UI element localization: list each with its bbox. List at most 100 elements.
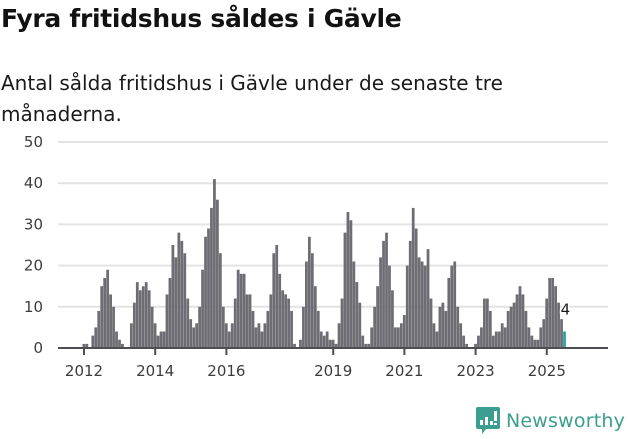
bar bbox=[355, 282, 359, 348]
bar bbox=[302, 306, 305, 348]
bar bbox=[174, 257, 178, 348]
bar bbox=[278, 273, 282, 348]
bar bbox=[352, 261, 356, 348]
bar bbox=[165, 294, 169, 348]
bar bbox=[305, 261, 308, 348]
bar bbox=[435, 331, 439, 348]
bar bbox=[307, 236, 311, 348]
bar bbox=[94, 327, 98, 348]
bar bbox=[557, 302, 560, 348]
bar bbox=[527, 327, 531, 348]
bar bbox=[518, 286, 522, 348]
bar bbox=[488, 310, 492, 348]
bar bbox=[319, 331, 323, 348]
bar bbox=[370, 327, 374, 348]
bar bbox=[485, 298, 489, 348]
bar bbox=[147, 290, 151, 348]
bar bbox=[515, 294, 519, 348]
gridlines bbox=[58, 141, 608, 308]
bar-chart: 0 10 20 30 40 50 2012 2014 2016 2019 2021 2023 2025… bbox=[24, 133, 608, 380]
bar bbox=[103, 277, 107, 348]
bar bbox=[260, 331, 264, 348]
bar bbox=[153, 323, 157, 348]
x-tick-label: 2016 bbox=[207, 362, 245, 380]
bar bbox=[216, 199, 219, 348]
bar bbox=[551, 277, 555, 348]
x-tick-label: 2021 bbox=[385, 362, 423, 380]
bar bbox=[396, 327, 400, 348]
bar bbox=[129, 323, 133, 348]
bar bbox=[287, 298, 290, 348]
bar bbox=[248, 294, 252, 348]
bar bbox=[506, 310, 510, 348]
bar bbox=[388, 265, 391, 348]
bar bbox=[447, 277, 451, 348]
bar bbox=[379, 257, 382, 348]
bar bbox=[156, 335, 160, 348]
bar bbox=[275, 245, 279, 348]
bar bbox=[441, 302, 445, 348]
bar bbox=[192, 327, 196, 348]
bar bbox=[112, 306, 115, 348]
bar bbox=[82, 343, 86, 348]
bar bbox=[150, 306, 154, 348]
x-tick-label: 2012 bbox=[65, 362, 103, 380]
bar bbox=[293, 343, 296, 348]
last-value-annotation: 4 bbox=[559, 299, 572, 320]
bar bbox=[189, 319, 193, 348]
bar bbox=[343, 232, 347, 348]
bar bbox=[177, 232, 181, 348]
bar bbox=[313, 286, 317, 348]
bar bbox=[465, 343, 468, 348]
bar bbox=[426, 249, 430, 348]
bar bbox=[180, 240, 184, 348]
bar bbox=[272, 253, 276, 348]
bar bbox=[391, 290, 394, 348]
x-axis: 2012 2014 2016 2019 2021 2023 2025 bbox=[58, 347, 608, 380]
bar bbox=[563, 331, 566, 348]
bar bbox=[545, 298, 549, 348]
bar bbox=[402, 315, 406, 348]
bar bbox=[227, 331, 231, 348]
bar bbox=[382, 240, 385, 348]
bar bbox=[411, 207, 415, 348]
bar bbox=[367, 343, 371, 348]
y-tick-label: 40 bbox=[24, 174, 43, 192]
y-tick-label: 50 bbox=[24, 133, 43, 151]
bar bbox=[494, 331, 498, 348]
bar bbox=[115, 331, 118, 348]
x-tick-label: 2025 bbox=[528, 362, 566, 380]
bar bbox=[453, 261, 457, 348]
bar bbox=[414, 228, 418, 348]
bar bbox=[266, 310, 270, 348]
bar bbox=[100, 286, 104, 348]
bar bbox=[491, 335, 495, 348]
bar bbox=[480, 327, 483, 348]
bar bbox=[316, 310, 320, 348]
bar bbox=[521, 294, 525, 348]
bar bbox=[554, 286, 557, 348]
bar bbox=[236, 269, 240, 348]
bar bbox=[281, 290, 285, 348]
y-tick-label: 30 bbox=[24, 215, 43, 233]
bar bbox=[394, 327, 397, 348]
bar bbox=[251, 310, 255, 348]
bar bbox=[417, 257, 421, 348]
bar bbox=[201, 269, 204, 348]
bar bbox=[85, 343, 89, 348]
bar bbox=[263, 323, 267, 348]
bar bbox=[325, 331, 329, 348]
bar bbox=[168, 277, 172, 348]
bar bbox=[509, 306, 513, 348]
newsworthy-logo: Newsworthy bbox=[476, 407, 625, 435]
bar bbox=[144, 282, 148, 348]
bar bbox=[429, 298, 433, 348]
bar bbox=[97, 310, 101, 348]
bar bbox=[257, 323, 261, 348]
bar bbox=[408, 240, 412, 348]
x-tick-label: 2023 bbox=[457, 362, 495, 380]
bar bbox=[456, 306, 460, 348]
bar bbox=[121, 343, 124, 348]
bar bbox=[420, 261, 424, 348]
bar bbox=[239, 273, 243, 348]
